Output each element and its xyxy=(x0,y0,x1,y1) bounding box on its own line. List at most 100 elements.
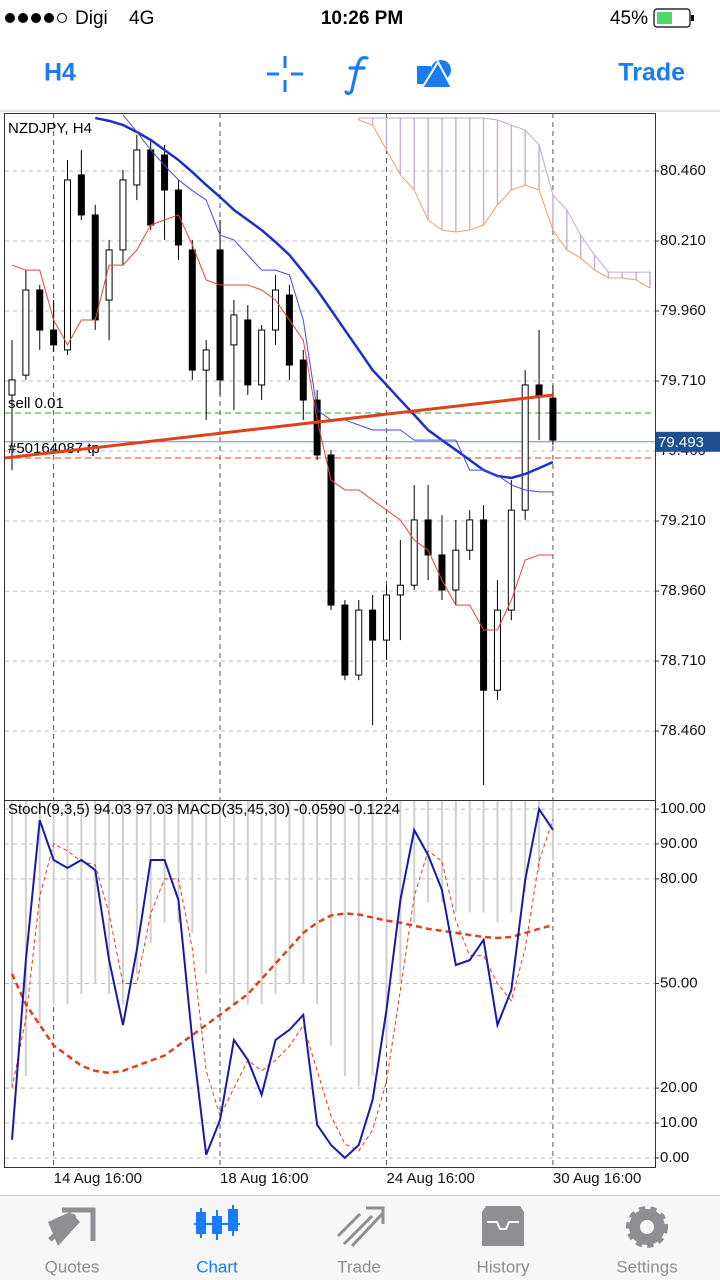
y-tick-label: 20.00 xyxy=(660,1079,698,1096)
timeframe-button[interactable]: H4 xyxy=(44,59,76,87)
histogram-bar xyxy=(38,801,41,1025)
crosshair-button[interactable] xyxy=(267,56,303,92)
candle-body xyxy=(188,249,196,371)
macd-signal xyxy=(10,912,554,1075)
histogram-bar xyxy=(94,801,97,984)
y-tick-label: 79.960 xyxy=(660,302,706,319)
candle-body xyxy=(313,399,321,456)
tab-label[interactable]: Settings xyxy=(616,1257,677,1276)
histogram-bar xyxy=(440,801,443,903)
toolbar: H4 Trade xyxy=(0,56,720,112)
histogram-bar xyxy=(357,801,360,1087)
candle-body xyxy=(119,179,127,251)
histogram-bar xyxy=(482,801,485,913)
clock: 10:26 PM xyxy=(321,8,403,29)
candle-body xyxy=(369,609,377,641)
histogram-bar xyxy=(177,801,180,923)
y-tick-label: 10.00 xyxy=(660,1114,698,1131)
y-tick-label: 90.00 xyxy=(660,835,698,852)
quotes-icon[interactable] xyxy=(48,1207,96,1246)
order-label: #50164087 tp xyxy=(8,440,100,457)
candle-body xyxy=(549,397,557,441)
histogram-bar xyxy=(302,801,305,984)
candle-body xyxy=(244,319,252,386)
cloud-lower xyxy=(358,119,651,289)
histogram-bar xyxy=(52,801,55,1005)
y-tick-label: 50.00 xyxy=(660,974,698,991)
histogram-bar xyxy=(468,801,471,913)
moving-average xyxy=(122,114,553,493)
candle-body xyxy=(147,149,155,226)
candle-body xyxy=(174,189,182,246)
histogram-bar xyxy=(330,801,333,1046)
candle-body xyxy=(22,289,30,376)
indicators-button[interactable] xyxy=(344,56,369,95)
candle-body xyxy=(424,519,432,556)
y-tick-label: 79.210 xyxy=(660,512,706,529)
histogram-bar xyxy=(524,801,527,892)
histogram-bar xyxy=(343,801,346,1076)
histogram-bar xyxy=(135,801,138,974)
candle-body xyxy=(299,359,307,401)
battery-level: 45% xyxy=(610,8,648,29)
x-tick-label: 18 Aug 16:00 xyxy=(220,1170,308,1187)
candle-body xyxy=(272,289,280,331)
objects-button[interactable] xyxy=(417,59,454,89)
y-tick-label: 100.00 xyxy=(660,800,706,817)
trade-icon[interactable] xyxy=(336,1206,385,1248)
candle-body xyxy=(438,554,446,591)
tab-label[interactable]: Chart xyxy=(196,1257,238,1276)
histogram-bar xyxy=(385,801,388,1046)
y-tick-label: 80.460 xyxy=(660,162,706,179)
candle-body xyxy=(466,519,474,551)
candle-body xyxy=(327,454,335,606)
cloud-upper xyxy=(358,117,651,273)
candle-body xyxy=(493,609,501,691)
settings-icon[interactable] xyxy=(626,1206,668,1248)
history-icon[interactable] xyxy=(482,1206,524,1246)
histogram-bar xyxy=(191,801,194,933)
time-axis: 14 Aug 16:00 18 Aug 16:00 24 Aug 16:00 30 A… xyxy=(54,1170,642,1187)
y-tick-label: 80.00 xyxy=(660,870,698,887)
candle-body xyxy=(258,329,266,386)
moving-average xyxy=(11,214,553,631)
candle-body xyxy=(36,289,44,331)
tab-label[interactable]: History xyxy=(477,1257,530,1276)
histogram-bar xyxy=(205,801,208,974)
y-tick-label: 78.960 xyxy=(660,582,706,599)
histogram-bar xyxy=(121,801,124,1005)
stoch-line xyxy=(11,806,554,1160)
histogram-bar xyxy=(246,801,249,1005)
network: 4G xyxy=(129,8,154,29)
candle-body xyxy=(535,384,543,396)
bid-box xyxy=(656,431,720,452)
moving-average xyxy=(94,116,554,480)
carrier: Digi xyxy=(75,8,108,29)
histogram-bar xyxy=(11,801,13,1087)
status-bar: Digi 4G 10:26 PM 45% xyxy=(5,8,694,29)
tab-label[interactable]: Quotes xyxy=(45,1257,100,1276)
histogram-bar xyxy=(219,801,222,995)
tab-label[interactable]: Trade xyxy=(337,1257,381,1276)
histogram-bar xyxy=(510,801,513,913)
main-grid xyxy=(5,113,655,1168)
candle-body xyxy=(507,509,515,611)
stoch-line xyxy=(11,819,554,1152)
chart-icon[interactable] xyxy=(194,1205,240,1240)
histogram-bar xyxy=(232,801,235,1005)
trade-button[interactable]: Trade xyxy=(618,59,685,87)
histogram-bar xyxy=(274,801,277,995)
y-tick-label: 78.460 xyxy=(660,722,706,739)
y-tick-label: 78.710 xyxy=(660,652,706,669)
candle-body xyxy=(50,329,58,346)
histogram-bar xyxy=(260,801,263,1005)
histogram-bar xyxy=(288,801,291,984)
candle-body xyxy=(161,154,169,191)
histogram-bar xyxy=(496,801,499,923)
histogram-bar xyxy=(413,801,416,923)
candle-body xyxy=(230,314,238,346)
candle-body xyxy=(521,384,529,511)
candle-body xyxy=(410,519,418,586)
trend-line xyxy=(5,393,554,460)
candle-body xyxy=(285,294,293,366)
